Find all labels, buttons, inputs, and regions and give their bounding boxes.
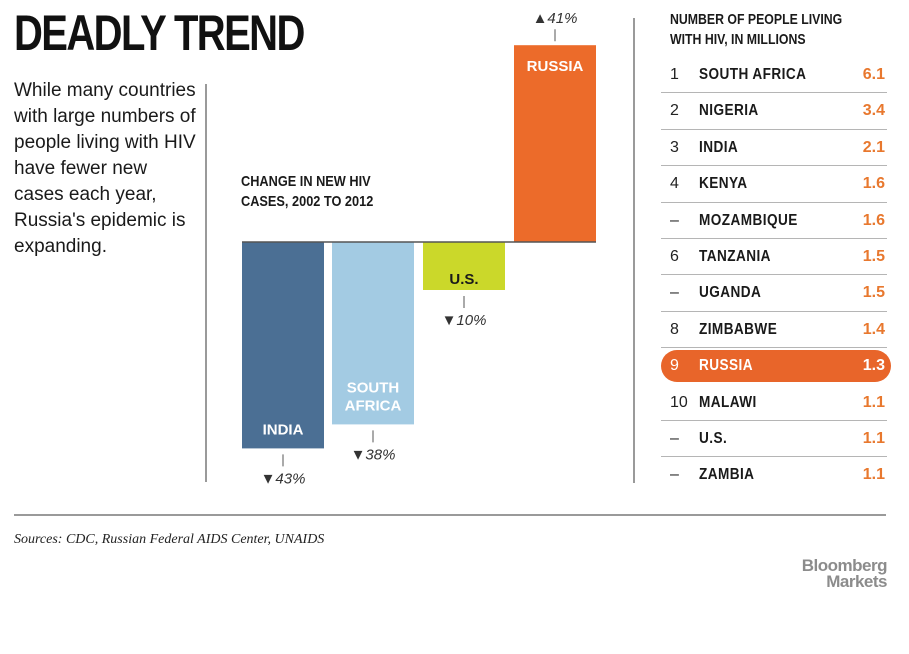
page-title: DEADLY TREND [14, 5, 305, 61]
country-name: U.S. [699, 429, 728, 447]
hiv-value: 2.1 [862, 138, 885, 156]
hiv-value: 1.1 [862, 466, 885, 484]
rank-number: 1 [670, 66, 679, 83]
country-name: SOUTH AFRICA [699, 66, 807, 83]
country-name: ZAMBIA [699, 466, 755, 484]
sources-note: Sources: CDC, Russian Federal AIDS Cente… [14, 532, 325, 547]
hiv-value: 1.6 [862, 175, 885, 193]
ranking-row: 4 KENYA 1.6 [661, 166, 887, 203]
ranking-row: – ZAMBIA 1.1 [661, 457, 887, 493]
hiv-value: 1.4 [862, 320, 885, 338]
category-label-india: INDIA [263, 421, 304, 438]
country-name: INDIA [699, 138, 739, 156]
ranking-header: NUMBER OF PEOPLE LIVING WITH HIV, IN MIL… [670, 11, 843, 48]
ranking-row: 10 MALAWI 1.1 [661, 385, 887, 421]
country-name: MOZAMBIQUE [699, 211, 798, 229]
bar-us [423, 242, 505, 290]
hiv-value: 6.1 [862, 66, 885, 83]
data-label-south-africa: ▼38% [351, 446, 396, 463]
hiv-value: 1.6 [862, 211, 885, 229]
rank-number: – [670, 211, 679, 229]
ranking-row: 8 ZIMBABWE 1.4 [661, 312, 887, 349]
left-divider [205, 84, 207, 482]
bottom-divider [14, 514, 886, 516]
rank-number: – [670, 466, 679, 484]
ranking-row: 3 INDIA 2.1 [661, 130, 887, 167]
rank-number: 6 [670, 247, 679, 265]
rank-number: 9 [670, 357, 679, 375]
logo-line-2: Markets [826, 572, 887, 591]
hiv-value: 3.4 [862, 102, 885, 120]
ranking-row: – UGANDA 1.5 [661, 275, 887, 312]
rank-number: 2 [670, 102, 679, 120]
data-label-us: ▼10% [442, 312, 487, 329]
bar-south-africa [332, 242, 414, 425]
hiv-value: 1.5 [862, 247, 885, 265]
ranking-row: – MOZAMBIQUE 1.6 [661, 203, 887, 239]
country-name: RUSSIA [699, 357, 753, 375]
hiv-value: 1.1 [862, 393, 885, 411]
ranking-row: 2 NIGERIA 3.4 [661, 93, 887, 130]
data-label-russia: ▲41% [533, 10, 578, 27]
country-name: TANZANIA [699, 247, 771, 265]
hiv-value: 1.3 [862, 357, 885, 375]
category-label-russia: RUSSIA [527, 58, 584, 75]
rank-number: 3 [670, 138, 679, 156]
category-label-us: U.S. [449, 271, 478, 288]
country-name: UGANDA [699, 284, 762, 302]
right-divider [633, 18, 635, 483]
bar-russia [514, 45, 596, 243]
country-name: MALAWI [699, 393, 757, 411]
rank-number: 4 [670, 175, 679, 193]
country-name: NIGERIA [699, 102, 759, 120]
country-name: ZIMBABWE [699, 320, 778, 338]
ranking-row: 1 SOUTH AFRICA 6.1 [661, 57, 887, 94]
bar-india [242, 242, 324, 449]
hiv-value: 1.5 [862, 284, 885, 302]
ranking-row: – U.S. 1.1 [661, 421, 887, 458]
logo-line-1: Bloomberg [801, 556, 888, 575]
ranking-list: 1 SOUTH AFRICA 6.1 2 NIGERIA 3.4 3 INDIA 2.1 4 KEN… [661, 57, 891, 494]
ranking-row-highlighted: 9 RUSSIA 1.3 [661, 348, 891, 384]
intro-text: While many countries with large numbers … [14, 80, 196, 257]
rank-number: – [670, 284, 679, 302]
rank-number: 10 [670, 393, 688, 411]
category-label-south-africa: SOUTH AFRICA [345, 379, 402, 414]
chart-title: CHANGE IN NEW HIV CASES, 2002 TO 2012 [241, 173, 374, 210]
rank-number: – [670, 429, 679, 447]
ranking-row: 6 TANZANIA 1.5 [661, 239, 887, 276]
data-label-india: ▼43% [261, 470, 306, 487]
rank-number: 8 [670, 320, 679, 338]
bloomberg-markets-logo: Bloomberg Markets [801, 556, 888, 591]
country-name: KENYA [699, 175, 748, 193]
hiv-value: 1.1 [862, 429, 885, 447]
